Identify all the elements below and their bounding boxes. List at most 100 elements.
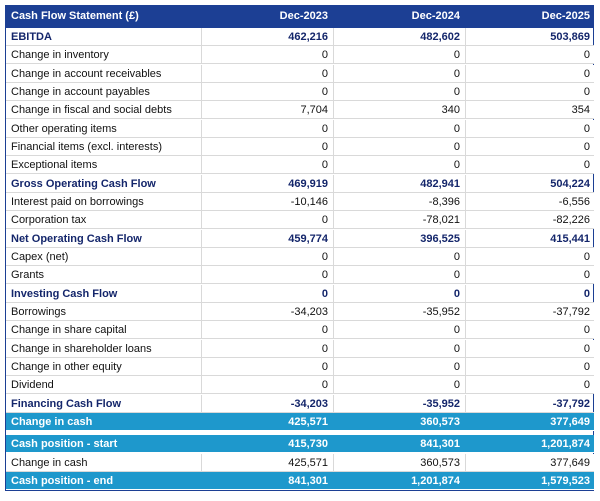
table-row: Other operating items 0 0 0 (6, 119, 594, 138)
cell-value: 0 (201, 82, 333, 100)
cell-value: 0 (333, 64, 465, 82)
table-row: Gross Operating Cash Flow 469,919 482,941 5… (6, 174, 594, 193)
row-label: Corporation tax (11, 214, 87, 227)
cell-value: 0 (333, 357, 465, 375)
table-row: Change in share capital 0 0 0 (6, 321, 594, 340)
cell-value: 0 (465, 284, 594, 302)
cell-value: 396,525 (333, 229, 465, 247)
cell-value: 482,941 (333, 174, 465, 192)
cell-value: 0 (465, 321, 594, 339)
cell-value: 0 (333, 284, 465, 302)
row-label: Change in account payables (11, 85, 150, 98)
row-label: Financial items (excl. interests) (11, 140, 162, 153)
row-label: Investing Cash Flow (11, 287, 118, 300)
row-label: Exceptional items (11, 159, 98, 172)
cell-value: 0 (333, 137, 465, 155)
row-label: Cash Flow Statement (£) (11, 10, 139, 22)
cell-value: 0 (465, 376, 594, 394)
cell-value: 0 (201, 321, 333, 339)
row-label: Dividend (11, 379, 54, 392)
cell-value: 0 (465, 82, 594, 100)
table-row: EBITDA 462,216 482,602 503,869 (6, 28, 594, 46)
summary-row: Cash position - end 841,301 1,201,874 1,579… (6, 471, 594, 490)
cell-value: 7,704 (201, 101, 333, 119)
cell-value: 841,301 (288, 474, 328, 487)
cell-value: 0 (201, 46, 333, 64)
cell-value: -82,226 (465, 211, 594, 229)
table-row: Grants 0 0 0 (6, 266, 594, 285)
table-row: Investing Cash Flow 0 0 0 (6, 284, 594, 303)
row-label: Interest paid on borrowings (11, 195, 144, 208)
cell-value: 377,649 (550, 415, 590, 428)
cell-value: Dec-2024 (411, 10, 460, 22)
row-label: Financing Cash Flow (11, 397, 122, 410)
row-label: Change in share capital (11, 324, 127, 337)
cell-value: 1,201,874 (541, 438, 590, 451)
table-row: Dividend 0 0 0 (6, 376, 594, 395)
cell-value: 0 (201, 156, 333, 174)
cell-value: 0 (201, 137, 333, 155)
cell-value: 415,441 (465, 229, 594, 247)
cell-value: 354 (465, 101, 594, 119)
row-label: Change in account receivables (11, 67, 162, 80)
cell-value: 425,571 (288, 415, 328, 428)
cell-value: 482,602 (333, 28, 465, 45)
table-row: Change in shareholder loans 0 0 0 (6, 339, 594, 358)
cell-value: -35,952 (333, 394, 465, 412)
table-row: Change in cash 425,571 360,573 377,649 (6, 412, 594, 431)
table-row: Capex (net) 0 0 0 (6, 247, 594, 266)
cell-value: -34,203 (201, 394, 333, 412)
cell-value: 503,869 (465, 28, 594, 45)
cell-value: 469,919 (201, 174, 333, 192)
header-row: Cash Flow Statement (£) Dec-2023 Dec-2024 D… (6, 5, 594, 28)
cell-value: 0 (201, 284, 333, 302)
cell-value: 0 (333, 321, 465, 339)
row-label: Borrowings (11, 305, 67, 318)
cell-value: -8,396 (333, 192, 465, 210)
cell-value: 0 (201, 119, 333, 137)
cell-value: 0 (333, 46, 465, 64)
cell-value: 0 (465, 266, 594, 284)
cell-value: 504,224 (465, 174, 594, 192)
row-label: Net Operating Cash Flow (11, 232, 142, 245)
cell-value: 0 (333, 376, 465, 394)
cell-value: 1,579,523 (541, 474, 590, 487)
cell-value: 0 (465, 137, 594, 155)
cell-value: -37,792 (465, 302, 594, 320)
cell-value: -37,792 (465, 394, 594, 412)
cell-value: -78,021 (333, 211, 465, 229)
cell-value: 0 (201, 247, 333, 265)
cell-value: 0 (465, 339, 594, 357)
cell-value: 360,573 (420, 415, 460, 428)
cell-value: 0 (465, 156, 594, 174)
cell-value: 340 (333, 101, 465, 119)
cell-value: 0 (333, 82, 465, 100)
cell-value: 462,216 (201, 28, 333, 45)
row-label: Change in shareholder loans (11, 342, 152, 355)
row-label: Capex (net) (11, 250, 69, 263)
cell-value: 0 (201, 64, 333, 82)
table-row: Interest paid on borrowings -10,146 -8,396… (6, 192, 594, 211)
row-label: Grants (11, 269, 45, 282)
table-row: Financing Cash Flow -34,203 -35,952 -37,792 (6, 394, 594, 413)
cell-value: 0 (201, 266, 333, 284)
cell-value: 0 (333, 339, 465, 357)
cell-value: 0 (201, 376, 333, 394)
cell-value: 459,774 (201, 229, 333, 247)
cell-value: -10,146 (201, 192, 333, 210)
cell-value: 377,649 (465, 453, 594, 471)
cell-value: 0 (333, 247, 465, 265)
row-label: EBITDA (11, 31, 52, 43)
cell-value: 415,730 (288, 438, 328, 451)
table-row: Change in account payables 0 0 0 (6, 82, 594, 101)
row-label: Other operating items (11, 122, 117, 135)
cell-value: -35,952 (333, 302, 465, 320)
cell-value: 0 (465, 46, 594, 64)
cell-value: 425,571 (201, 453, 333, 471)
summary-row: Change in cash 425,571 360,573 377,649 (6, 453, 594, 472)
table-row: Borrowings -34,203 -35,952 -37,792 (6, 302, 594, 321)
cell-value: 0 (465, 247, 594, 265)
table-row: Change in inventory 0 0 0 (6, 46, 594, 65)
cell-value: 0 (465, 119, 594, 137)
